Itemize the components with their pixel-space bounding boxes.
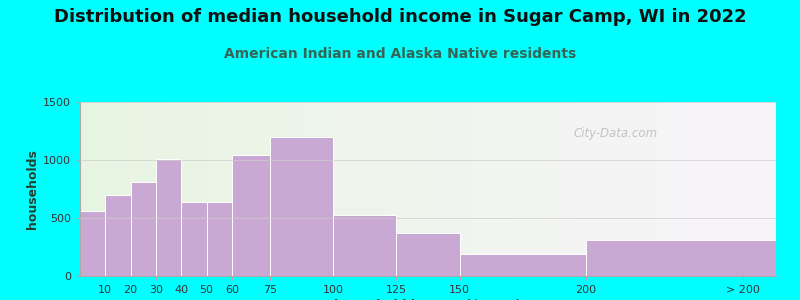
Bar: [270, 137, 333, 276]
Bar: [586, 240, 776, 276]
Bar: [396, 232, 460, 276]
Text: American Indian and Alaska Native residents: American Indian and Alaska Native reside…: [224, 46, 576, 61]
Bar: [106, 195, 130, 276]
Bar: [333, 214, 396, 276]
Bar: [182, 202, 206, 276]
Bar: [232, 155, 270, 276]
Bar: [460, 254, 586, 276]
Bar: [80, 211, 106, 276]
Text: City-Data.com: City-Data.com: [574, 127, 658, 140]
Bar: [206, 202, 232, 276]
Bar: [156, 159, 182, 276]
Bar: [130, 182, 156, 276]
X-axis label: household income ($1000): household income ($1000): [334, 299, 522, 300]
Text: Distribution of median household income in Sugar Camp, WI in 2022: Distribution of median household income …: [54, 8, 746, 26]
Y-axis label: households: households: [26, 149, 39, 229]
